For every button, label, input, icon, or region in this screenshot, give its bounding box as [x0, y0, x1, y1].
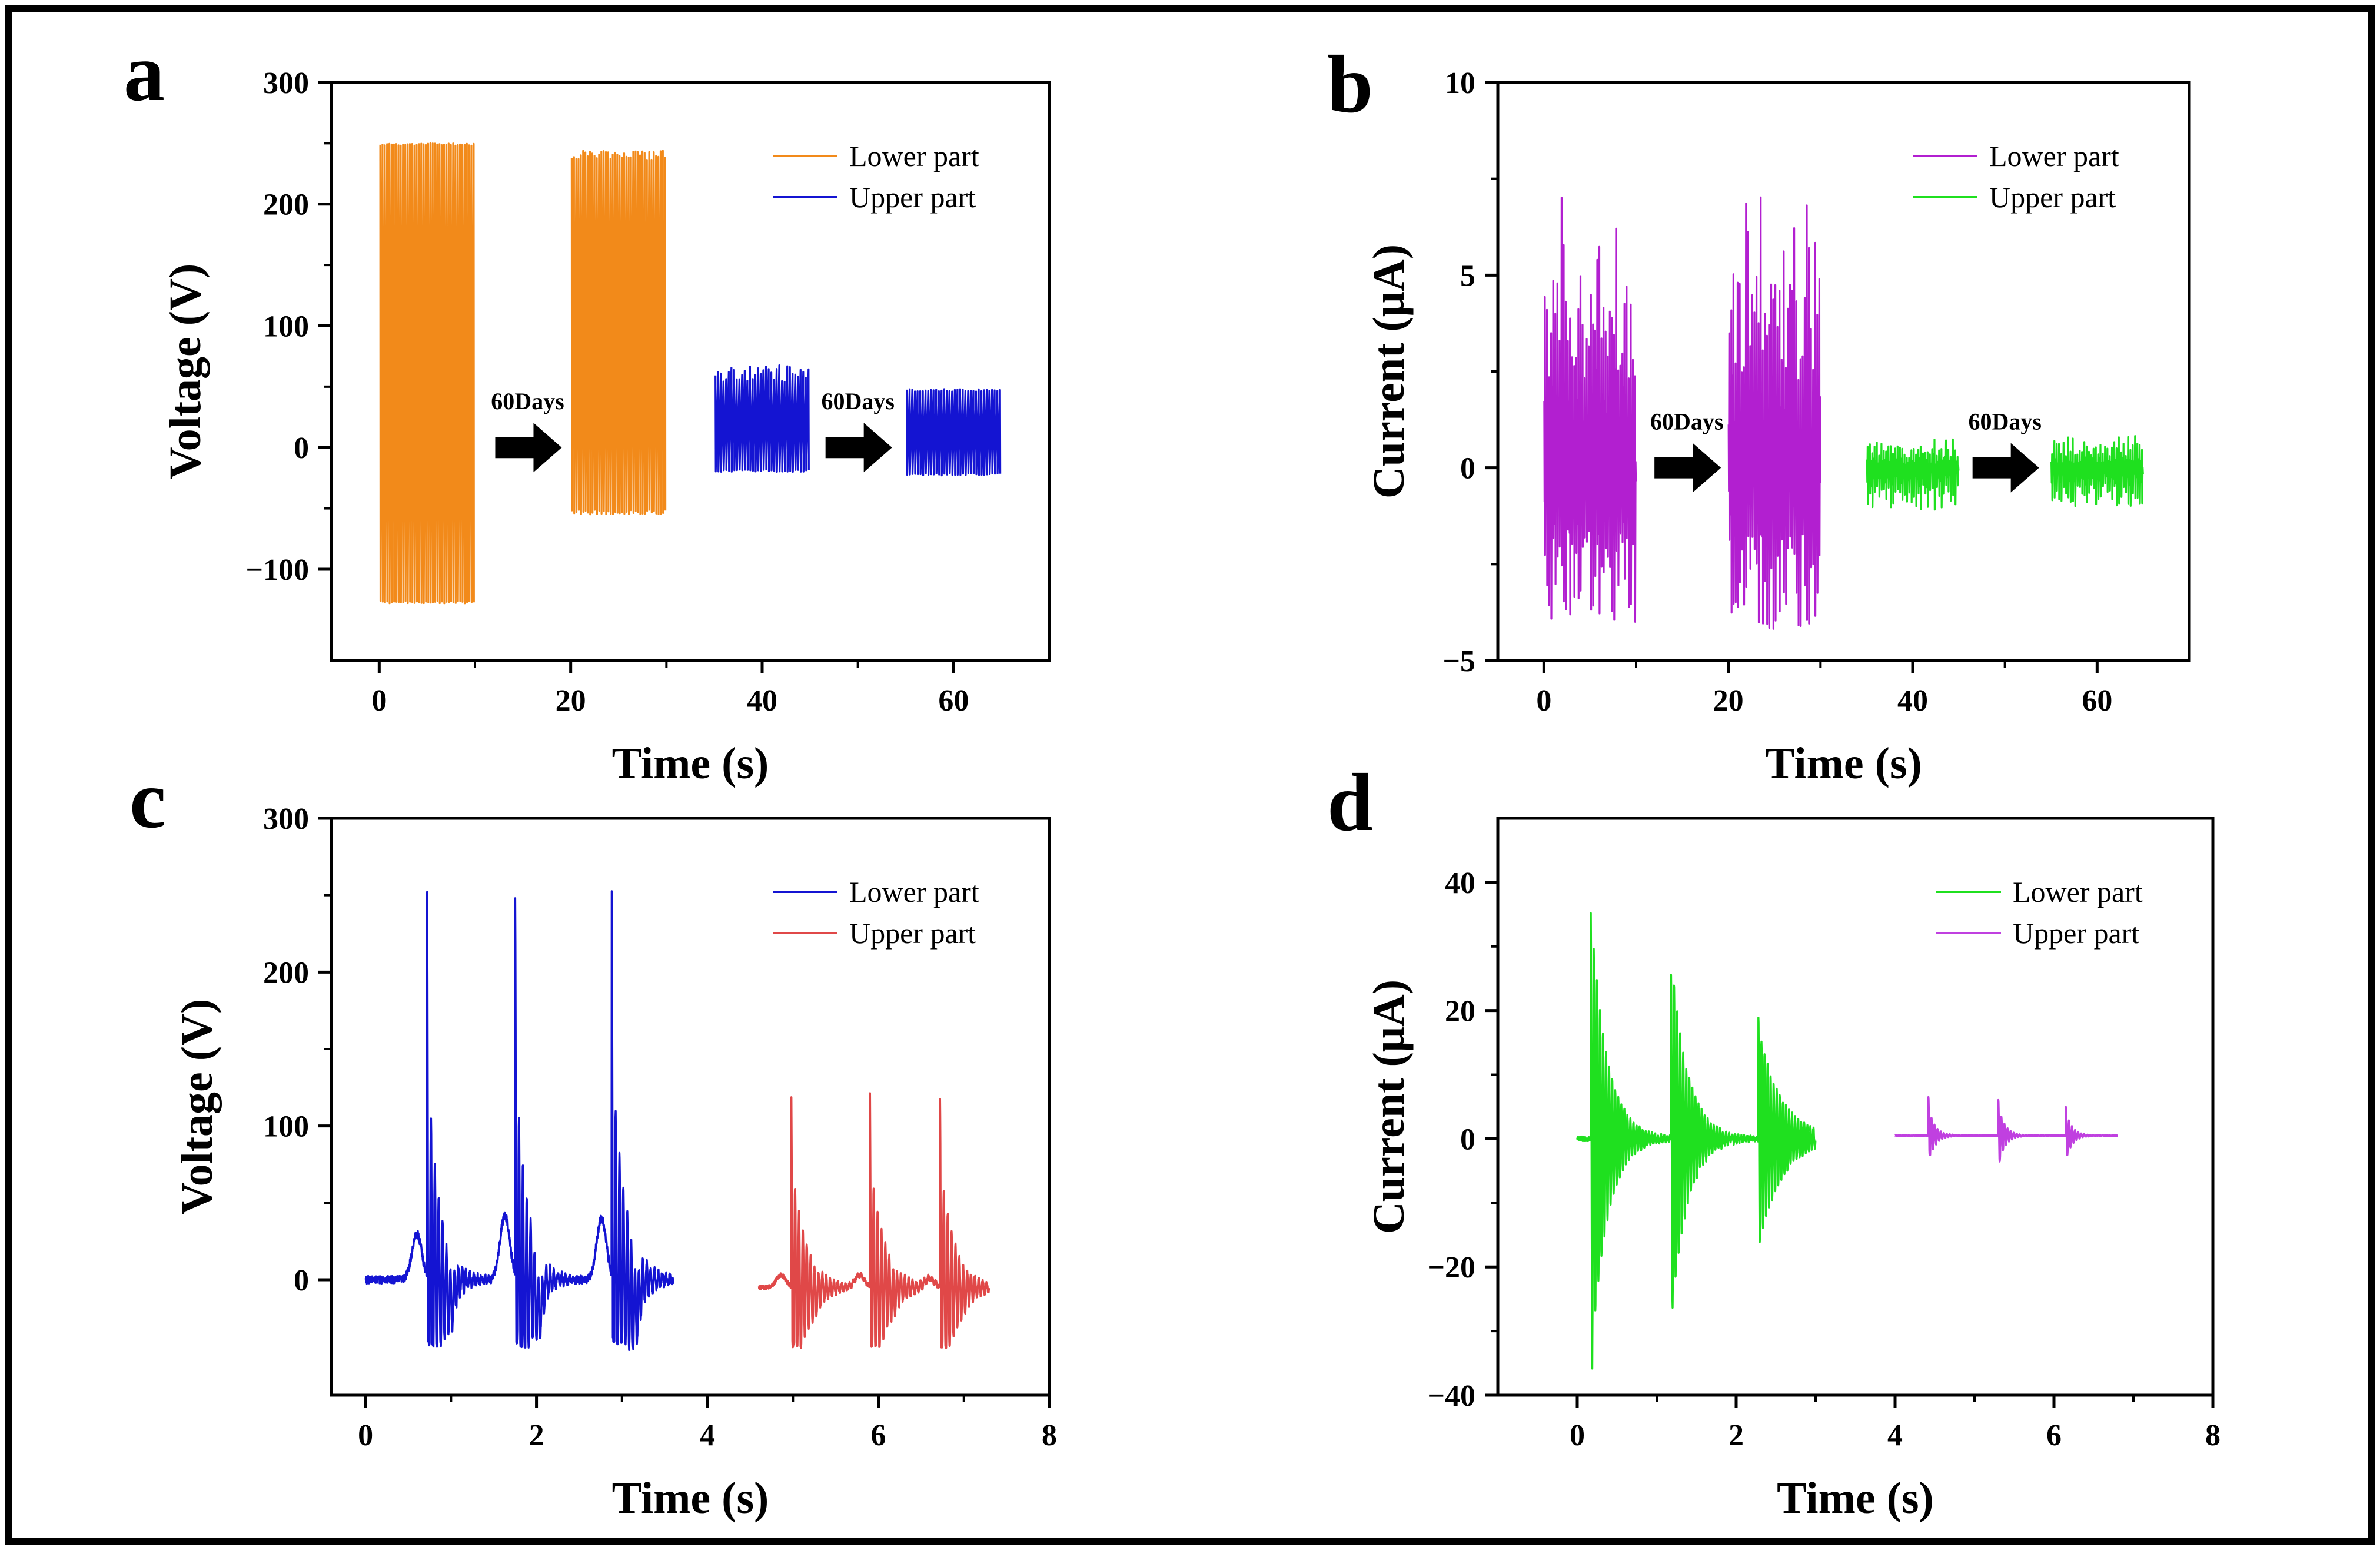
y-tick-label: 200	[263, 188, 309, 222]
figure-border	[5, 5, 2375, 1545]
x-tick-label: 40	[747, 684, 777, 718]
x-tick-label: 6	[871, 1419, 886, 1452]
x-tick-label: 60	[938, 684, 969, 718]
y-tick-label: −5	[1442, 645, 1475, 678]
x-axis-title: Time (s)	[612, 1473, 769, 1523]
x-tick-label: 4	[1887, 1419, 1903, 1452]
x-axis-title: Time (s)	[1765, 739, 1922, 788]
panel-letter: a	[124, 27, 165, 118]
x-tick-label: 2	[1729, 1419, 1744, 1452]
x-tick-label: 8	[1042, 1419, 1057, 1452]
plot-frame	[330, 817, 1051, 1397]
series-group	[1543, 196, 2144, 630]
y-tick-label: 40	[1445, 867, 1475, 900]
x-tick-label: 20	[556, 684, 586, 718]
series-group	[1576, 912, 2119, 1370]
y-tick-label: −40	[1427, 1379, 1475, 1413]
y-tick-label: 20	[1445, 995, 1475, 1028]
x-tick-label: 4	[700, 1419, 715, 1452]
series-line	[1894, 1096, 2119, 1163]
y-axis-title: Voltage (V)	[172, 999, 222, 1215]
y-tick-label: 10	[1445, 67, 1475, 100]
legend-label: Lower part	[2013, 875, 2143, 908]
series-line	[1727, 196, 1821, 630]
x-tick-label: 40	[1897, 684, 1928, 718]
x-tick-label: 0	[1570, 1419, 1585, 1452]
series-line	[714, 364, 810, 473]
plot-frame	[330, 81, 1051, 662]
y-tick-label: 0	[294, 1264, 309, 1297]
x-tick-label: 0	[1536, 684, 1551, 718]
legend-label: Lower part	[1989, 140, 2119, 172]
y-axis-title: Current (μA)	[1364, 244, 1414, 499]
plot-frame	[1496, 817, 2215, 1397]
series-line	[906, 388, 1002, 477]
panel-a: a 0 20 40 60 −100 0 100 200 300 Time (s) Voltage (V…	[124, 27, 1051, 788]
y-tick-label: 0	[1460, 1123, 1475, 1156]
panel-letter: c	[129, 754, 166, 845]
x-axis-title: Time (s)	[1777, 1473, 1934, 1523]
legend-label: Upper part	[849, 181, 976, 214]
y-tick-label: 0	[1460, 452, 1475, 486]
legend-label: Upper part	[849, 917, 976, 950]
series-line	[1576, 912, 1817, 1370]
y-tick-label: 100	[263, 1110, 309, 1144]
x-tick-label: 6	[2046, 1419, 2062, 1452]
y-tick-label: 200	[263, 956, 309, 990]
series-line	[1543, 197, 1637, 623]
y-tick-label: 300	[263, 802, 309, 836]
y-axis-title: Current (μA)	[1364, 980, 1414, 1234]
y-tick-label: 5	[1460, 259, 1475, 293]
x-tick-label: 2	[529, 1419, 544, 1452]
x-tick-label: 20	[1713, 684, 1744, 718]
y-tick-label: 100	[263, 310, 309, 343]
series-line	[379, 142, 475, 605]
panel-letter: b	[1327, 39, 1373, 130]
y-tick-label: −20	[1427, 1251, 1475, 1285]
series-group	[379, 142, 1002, 605]
y-tick-label: 0	[294, 432, 309, 465]
panel-letter: d	[1327, 757, 1373, 848]
legend-label: Upper part	[2013, 917, 2139, 950]
annotation-label: 60Days	[821, 388, 894, 414]
x-tick-label: 8	[2205, 1419, 2221, 1452]
x-tick-label: 0	[358, 1419, 373, 1452]
y-tick-label: 300	[263, 67, 309, 100]
annotation-label: 60Days	[1968, 409, 2041, 435]
arrow-right-icon	[495, 423, 562, 473]
x-tick-label: 0	[371, 684, 387, 718]
series-line	[757, 1092, 990, 1349]
legend-label: Lower part	[849, 140, 979, 172]
annotation-label: 60Days	[491, 388, 564, 414]
arrow-right-icon	[1654, 443, 1721, 493]
y-tick-label: −100	[245, 553, 309, 587]
annotation-label: 60Days	[1650, 409, 1723, 435]
panel-b: b 0 20 40 60 −5 0 5 10 Time (s) Current (μA) Lower …	[1327, 39, 2191, 788]
series-line	[1866, 438, 1960, 511]
arrow-right-icon	[1972, 443, 2039, 493]
panel-d: d 0 2 4 6 8 −40 −20 0 20 40 Time (s) Current (μA) Low…	[1327, 757, 2221, 1523]
x-tick-label: 60	[2082, 684, 2112, 718]
panel-c: c 0 2 4 6 8 0 100 200 300 Time (s) Voltage (V) Lower…	[129, 754, 1057, 1523]
arrow-right-icon	[825, 423, 892, 473]
legend-label: Lower part	[849, 875, 979, 908]
y-axis-title: Voltage (V)	[161, 264, 210, 480]
series-group	[364, 890, 990, 1351]
series-line	[2050, 435, 2144, 507]
x-axis-title: Time (s)	[612, 739, 769, 788]
series-line	[364, 890, 674, 1351]
legend-label: Upper part	[1989, 181, 2116, 214]
series-line	[570, 150, 667, 516]
